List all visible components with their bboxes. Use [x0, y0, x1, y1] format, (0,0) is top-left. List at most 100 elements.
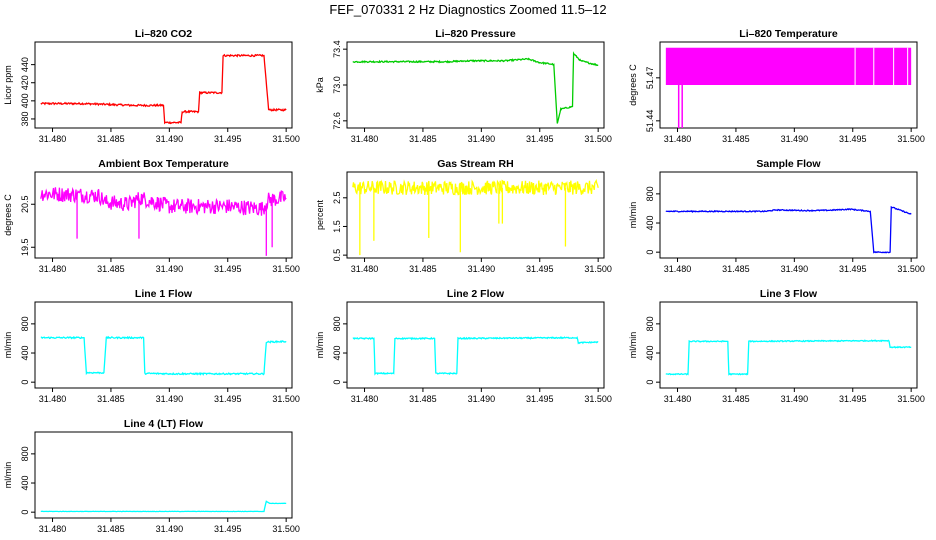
series-group	[352, 336, 599, 376]
x-tick-label: 31.480	[351, 394, 379, 404]
x-tick-label: 31.500	[584, 394, 612, 404]
chart-panel: Line 2 Flow ml/min 0 400 800 31.480 31.485 31.4…	[315, 288, 612, 404]
y-tick-label: 73.0	[332, 76, 342, 94]
x-tick-label: 31.500	[897, 394, 925, 404]
y-tick-label: 800	[20, 316, 30, 331]
x-tick-label: 31.500	[272, 264, 300, 274]
data-series-line	[352, 51, 599, 124]
y-tick-label: 440	[20, 57, 30, 72]
chart-title: Line 4 (LT) Flow	[124, 418, 204, 430]
y-axis-label: ml/min	[628, 202, 638, 229]
y-tick-label: 800	[645, 186, 655, 201]
x-tick-label: 31.480	[39, 264, 67, 274]
series-group	[665, 339, 912, 376]
x-tick-label: 31.480	[39, 394, 67, 404]
chart-panel: Li–820 Pressure kPa 72.6 73.0 73.4 31.480 31.4…	[315, 28, 612, 144]
series-group	[352, 178, 599, 256]
x-tick-label: 31.480	[351, 134, 379, 144]
y-tick-label: 51.47	[645, 67, 655, 90]
chart-title: Line 2 Flow	[447, 288, 505, 300]
x-tick-label: 31.480	[664, 134, 692, 144]
x-tick-label: 31.485	[409, 264, 437, 274]
y-axis-label: Licor ppm	[3, 65, 13, 105]
chart-title: Ambient Box Temperature	[98, 158, 229, 170]
y-tick-label: 72.6	[332, 112, 342, 130]
x-tick-label: 31.500	[584, 264, 612, 274]
x-tick-label: 31.485	[97, 264, 125, 274]
y-axis-label: ml/min	[628, 332, 638, 359]
x-tick-label: 31.490	[781, 394, 809, 404]
plot-frame	[659, 41, 918, 129]
chart-panel: Ambient Box Temperature degrees C 19.5 20.5…	[3, 158, 300, 274]
x-tick-label: 31.495	[214, 394, 242, 404]
chart-title: Li–820 Temperature	[739, 28, 838, 40]
x-tick-label: 31.485	[97, 394, 125, 404]
data-series-line	[352, 336, 599, 376]
x-tick-label: 31.495	[526, 134, 554, 144]
y-axis-label: kPa	[315, 77, 325, 93]
y-tick-label: 400	[332, 346, 342, 361]
y-tick-label: 400	[645, 216, 655, 231]
y-tick-label: 420	[20, 75, 30, 90]
chart-panel: Line 4 (LT) Flow ml/min 0 400 800 31.480 31.48…	[3, 418, 300, 534]
x-tick-label: 31.490	[156, 524, 184, 534]
plot-frame	[659, 171, 918, 259]
series-group	[40, 53, 287, 125]
data-series-line	[40, 500, 287, 513]
x-tick-label: 31.490	[468, 264, 496, 274]
x-tick-label: 31.485	[409, 394, 437, 404]
x-tick-label: 31.495	[526, 394, 554, 404]
y-tick-label: 1.5	[332, 220, 342, 233]
chart-title: Li–820 Pressure	[435, 28, 516, 40]
y-tick-label: 0	[20, 510, 30, 515]
data-series-line	[40, 186, 287, 216]
chart-title: Line 1 Flow	[135, 288, 193, 300]
data-series-line	[352, 178, 599, 196]
chart-title: Sample Flow	[756, 158, 821, 170]
y-tick-label: 400	[20, 476, 30, 491]
y-tick-label: 380	[20, 111, 30, 126]
y-tick-label: 0	[645, 250, 655, 255]
y-tick-label: 20.5	[20, 195, 30, 213]
x-tick-label: 31.480	[351, 264, 379, 274]
x-tick-label: 31.490	[156, 394, 184, 404]
x-tick-label: 31.495	[214, 264, 242, 274]
y-axis-label: degrees C	[3, 194, 13, 236]
x-tick-label: 31.490	[781, 134, 809, 144]
series-group	[40, 500, 287, 513]
y-tick-label: 400	[645, 346, 655, 361]
y-tick-label: 400	[20, 346, 30, 361]
x-tick-label: 31.495	[214, 134, 242, 144]
chart-panel: Line 1 Flow ml/min 0 400 800 31.480 31.485 31.4…	[3, 288, 300, 404]
x-tick-label: 31.485	[722, 264, 750, 274]
chart-title: Li–820 CO2	[135, 28, 192, 40]
x-tick-label: 31.485	[722, 134, 750, 144]
page-title: FEF_070331 2 Hz Diagnostics Zoomed 11.5–…	[329, 2, 606, 17]
y-tick-label: 800	[20, 446, 30, 461]
y-axis-label: ml/min	[3, 462, 13, 489]
x-tick-label: 31.500	[897, 264, 925, 274]
series-group	[352, 51, 599, 124]
x-tick-label: 31.490	[468, 394, 496, 404]
x-tick-label: 31.495	[214, 524, 242, 534]
chart-panel: Gas Stream RH percent 0.5 1.5 2.5 31.480 31.48…	[315, 158, 612, 274]
y-tick-label: 0	[645, 380, 655, 385]
y-axis-label: degrees C	[628, 64, 638, 106]
plot-frame	[346, 171, 605, 259]
x-tick-label: 31.500	[272, 134, 300, 144]
plot-frame	[34, 171, 293, 259]
x-tick-label: 31.480	[664, 394, 692, 404]
plot-frame	[34, 431, 293, 519]
x-tick-label: 31.485	[409, 134, 437, 144]
plot-frame	[34, 41, 293, 129]
x-tick-label: 31.500	[897, 134, 925, 144]
x-tick-label: 31.480	[664, 264, 692, 274]
x-tick-label: 31.485	[97, 134, 125, 144]
x-tick-label: 31.480	[39, 524, 67, 534]
data-series-line	[40, 53, 287, 125]
y-tick-label: 800	[645, 316, 655, 331]
data-series-line	[40, 335, 287, 376]
x-tick-label: 31.495	[839, 264, 867, 274]
x-tick-label: 31.495	[839, 394, 867, 404]
y-tick-label: 400	[20, 93, 30, 108]
